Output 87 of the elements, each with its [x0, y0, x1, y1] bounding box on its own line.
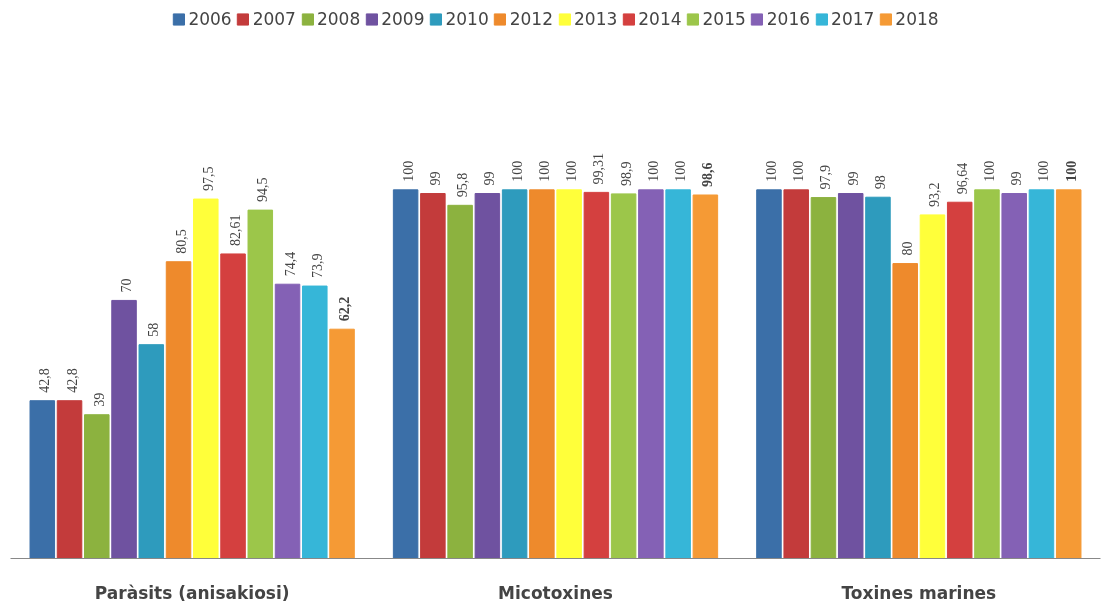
bar — [274, 283, 301, 559]
data-label: 98,6 — [700, 162, 716, 187]
data-label: 39 — [91, 392, 107, 407]
data-label: 62,2 — [337, 296, 353, 322]
bar — [56, 400, 83, 559]
bar — [474, 193, 501, 559]
data-label: 100 — [763, 160, 779, 182]
bar — [220, 253, 246, 559]
bar — [529, 189, 555, 559]
bar — [556, 189, 582, 559]
x-tick-label: Toxines marines — [841, 582, 997, 603]
data-label: 70 — [119, 278, 135, 293]
data-label: 42,8 — [64, 368, 80, 393]
data-label: 58 — [146, 322, 162, 337]
bar — [946, 201, 973, 559]
bar — [837, 193, 864, 559]
data-label: 94,5 — [255, 177, 271, 203]
bar — [756, 189, 782, 559]
data-label: 42,8 — [37, 368, 53, 393]
bar — [392, 189, 419, 559]
data-label: 99 — [427, 171, 443, 186]
data-label: 74,4 — [282, 251, 298, 277]
bar — [84, 414, 110, 559]
data-label: 98 — [872, 175, 888, 190]
bar — [610, 193, 637, 559]
data-label: 100 — [509, 160, 525, 182]
legend-label: 2006 — [188, 9, 232, 29]
data-label: 100 — [1063, 160, 1079, 182]
legend-label: 2007 — [252, 9, 296, 29]
legend-label: 2015 — [702, 9, 746, 29]
data-label: 100 — [564, 160, 580, 182]
bar — [892, 263, 918, 559]
bar — [501, 189, 528, 559]
x-tick-label: Paràsits (anisakiosi) — [94, 582, 290, 603]
bar — [1055, 189, 1082, 559]
bar — [692, 194, 719, 559]
bar — [193, 198, 219, 559]
legend-label: 2010 — [445, 9, 489, 29]
data-label: 73,9 — [309, 253, 325, 279]
legend-label: 2009 — [381, 9, 425, 29]
data-label: 99 — [1009, 171, 1025, 186]
bar — [974, 189, 1000, 559]
bar — [583, 191, 610, 559]
bar — [919, 214, 946, 559]
bar — [247, 209, 274, 559]
data-label: 100 — [1036, 160, 1052, 182]
data-label: 100 — [791, 160, 807, 182]
data-label: 80,5 — [173, 229, 189, 254]
bar — [29, 400, 56, 559]
data-label: 82,61 — [228, 214, 244, 246]
legend-label: 2012 — [509, 9, 553, 29]
data-label: 93,2 — [927, 182, 943, 207]
bar — [783, 189, 809, 559]
bar — [111, 299, 137, 559]
data-label: 97,5 — [200, 166, 216, 192]
data-label: 96,64 — [954, 162, 970, 195]
legend-label: 2017 — [831, 9, 875, 29]
bar — [665, 189, 691, 559]
legend-label: 2018 — [895, 9, 939, 29]
data-label: 100 — [981, 160, 997, 182]
bar — [165, 261, 192, 559]
data-label: 99,31 — [591, 152, 607, 185]
bar — [810, 197, 837, 559]
data-label: 100 — [400, 160, 416, 182]
x-tick-label: Micotoxines — [498, 582, 613, 603]
bar — [420, 193, 446, 559]
bar — [302, 285, 328, 559]
legend-label: 2016 — [766, 9, 811, 29]
data-label: 100 — [645, 160, 661, 182]
bar — [638, 189, 664, 559]
data-label: 99 — [482, 171, 498, 186]
legend-label: 2013 — [574, 9, 618, 29]
data-label: 99 — [845, 171, 861, 186]
bar — [447, 204, 473, 559]
data-label: 100 — [673, 160, 689, 182]
bar — [865, 196, 891, 559]
legend-label: 2008 — [316, 9, 361, 29]
data-label: 98,9 — [618, 161, 634, 186]
bar — [138, 344, 165, 559]
data-label: 95,8 — [455, 172, 471, 198]
bar — [329, 328, 355, 559]
data-label: 80 — [900, 241, 916, 256]
bar — [1028, 189, 1055, 559]
bar — [1001, 193, 1027, 559]
data-label: 100 — [536, 160, 552, 182]
legend-label: 2014 — [638, 9, 682, 29]
data-label: 97,9 — [818, 165, 834, 190]
